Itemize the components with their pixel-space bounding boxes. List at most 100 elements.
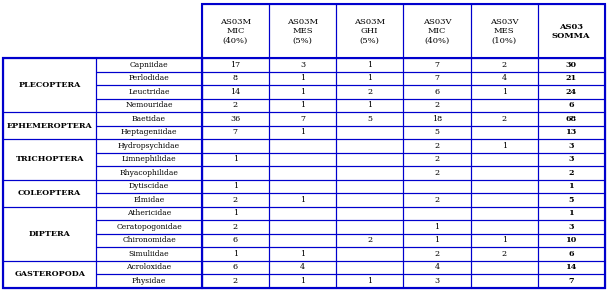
- Bar: [336, 112, 403, 126]
- Bar: [269, 4, 336, 58]
- Bar: [471, 126, 537, 139]
- Bar: [471, 261, 537, 274]
- Bar: [403, 234, 471, 247]
- Bar: [3, 112, 96, 139]
- Bar: [537, 126, 605, 139]
- Text: 1: 1: [300, 250, 305, 258]
- Bar: [403, 207, 471, 220]
- Bar: [202, 193, 269, 207]
- Text: 1: 1: [502, 142, 506, 150]
- Text: 13: 13: [565, 128, 577, 136]
- Bar: [202, 180, 269, 193]
- Bar: [537, 220, 605, 234]
- Bar: [336, 72, 403, 85]
- Bar: [202, 126, 269, 139]
- Bar: [269, 139, 336, 153]
- Bar: [403, 234, 471, 247]
- Bar: [471, 207, 537, 220]
- Text: 4: 4: [434, 263, 440, 271]
- Text: 2: 2: [233, 101, 238, 110]
- Text: 1: 1: [300, 74, 305, 82]
- Text: 1: 1: [233, 250, 238, 258]
- Text: 10: 10: [565, 237, 577, 244]
- Bar: [403, 207, 471, 220]
- Bar: [403, 126, 471, 139]
- Bar: [269, 72, 336, 85]
- Bar: [202, 193, 269, 207]
- Bar: [403, 112, 471, 126]
- Bar: [269, 247, 336, 261]
- Bar: [3, 207, 96, 261]
- Bar: [336, 126, 403, 139]
- Text: 21: 21: [565, 74, 577, 82]
- Text: 8: 8: [233, 74, 238, 82]
- Bar: [269, 180, 336, 193]
- Text: Ceratopogonidae: Ceratopogonidae: [116, 223, 182, 231]
- Text: Chironomidae: Chironomidae: [122, 237, 176, 244]
- Text: AS03V
MES
(10%): AS03V MES (10%): [490, 18, 519, 44]
- Bar: [403, 85, 471, 99]
- Text: 7: 7: [568, 277, 574, 285]
- Text: AS03V
MIC
(40%): AS03V MIC (40%): [423, 18, 451, 44]
- Bar: [471, 166, 537, 180]
- Bar: [336, 274, 403, 288]
- Text: 1: 1: [300, 88, 305, 96]
- Text: 6: 6: [233, 237, 238, 244]
- Bar: [336, 247, 403, 261]
- Bar: [336, 220, 403, 234]
- Bar: [537, 58, 605, 72]
- Bar: [471, 193, 537, 207]
- Bar: [269, 153, 336, 166]
- Bar: [537, 166, 605, 180]
- Bar: [471, 220, 537, 234]
- Bar: [471, 72, 537, 85]
- Text: 2: 2: [434, 250, 440, 258]
- Text: 68: 68: [566, 115, 577, 123]
- Bar: [202, 247, 269, 261]
- Bar: [336, 58, 403, 72]
- Bar: [471, 261, 537, 274]
- Bar: [269, 261, 336, 274]
- Text: 1: 1: [367, 74, 372, 82]
- Text: 2: 2: [233, 223, 238, 231]
- Bar: [471, 4, 537, 58]
- Text: 2: 2: [502, 61, 506, 69]
- Bar: [471, 99, 537, 112]
- Bar: [336, 207, 403, 220]
- Bar: [336, 112, 403, 126]
- Bar: [403, 4, 471, 58]
- Bar: [403, 139, 471, 153]
- Text: 1: 1: [502, 88, 506, 96]
- Bar: [96, 220, 202, 234]
- Text: 2: 2: [233, 196, 238, 204]
- Bar: [202, 58, 269, 72]
- Bar: [336, 220, 403, 234]
- Bar: [336, 58, 403, 72]
- Bar: [403, 193, 471, 207]
- Bar: [269, 85, 336, 99]
- Bar: [403, 274, 471, 288]
- Bar: [336, 180, 403, 193]
- Text: 1: 1: [233, 209, 238, 218]
- Bar: [269, 274, 336, 288]
- Bar: [269, 207, 336, 220]
- Bar: [269, 180, 336, 193]
- Bar: [269, 220, 336, 234]
- Bar: [96, 207, 202, 220]
- Bar: [403, 180, 471, 193]
- Text: GASTEROPODA: GASTEROPODA: [14, 270, 85, 278]
- Text: DIPTERA: DIPTERA: [29, 230, 71, 238]
- Bar: [96, 153, 202, 166]
- Bar: [96, 247, 202, 261]
- Text: Athericidae: Athericidae: [127, 209, 171, 218]
- Bar: [96, 166, 202, 180]
- Text: Nemouridae: Nemouridae: [125, 101, 173, 110]
- Bar: [336, 99, 403, 112]
- Bar: [202, 234, 269, 247]
- Bar: [336, 193, 403, 207]
- Bar: [269, 4, 336, 58]
- Text: Hydropsychidae: Hydropsychidae: [118, 142, 180, 150]
- Bar: [336, 139, 403, 153]
- Bar: [336, 139, 403, 153]
- Bar: [3, 112, 96, 139]
